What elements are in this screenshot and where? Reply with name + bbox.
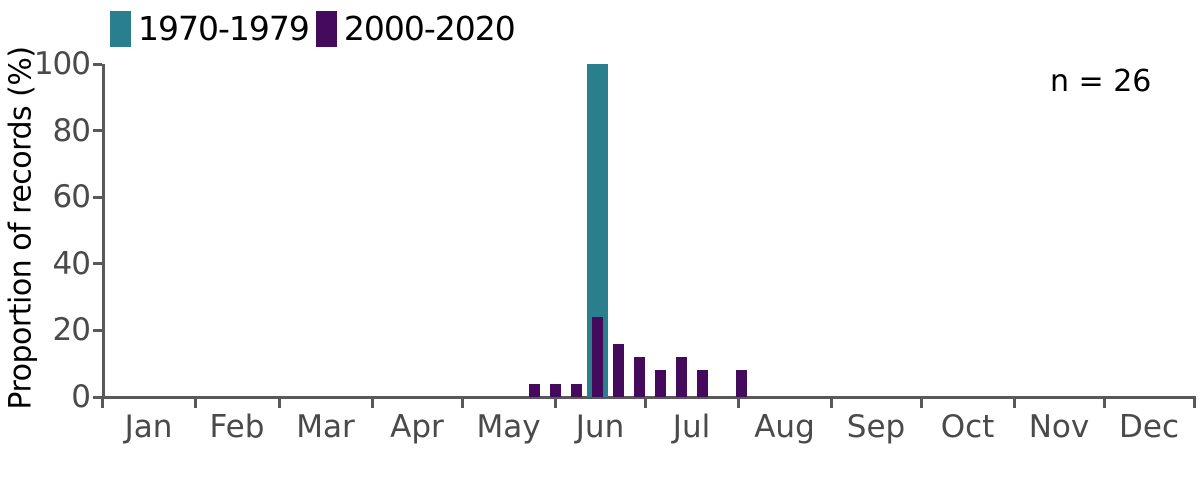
y-tick (93, 395, 102, 399)
y-tick-label: 20 (52, 312, 91, 349)
bar-2000-2020 (570, 383, 582, 397)
y-tick (93, 129, 102, 133)
chart-legend: 1970-1979 2000-2020 (110, 9, 522, 49)
x-month-label: Nov (1028, 409, 1090, 445)
x-month-label: Jan (124, 409, 173, 445)
x-month-label: Jul (672, 409, 711, 445)
x-tick (1192, 399, 1196, 408)
x-axis-line (101, 396, 1196, 399)
x-tick (193, 399, 197, 408)
x-month-label: May (476, 409, 541, 445)
y-tick (93, 262, 102, 266)
x-month-label: Sep (846, 409, 906, 445)
legend-swatch-2000-2020 (315, 11, 337, 47)
bar-2000-2020 (675, 357, 687, 397)
y-tick (93, 195, 102, 199)
y-tick (93, 62, 102, 66)
x-month-label: Mar (296, 409, 355, 445)
y-tick-label: 80 (52, 112, 91, 149)
y-tick (93, 328, 102, 332)
bar-2000-2020 (612, 343, 624, 397)
y-tick-label: 60 (52, 179, 91, 216)
bar-2000-2020 (528, 383, 540, 397)
x-month-label: Jun (575, 409, 625, 445)
y-axis-title: Proportion of records (%) (3, 46, 39, 410)
x-tick (1102, 399, 1106, 408)
bar-1970-1979 (586, 64, 608, 397)
x-month-label: Apr (390, 409, 444, 445)
x-tick (919, 399, 923, 408)
x-month-label: Feb (209, 409, 265, 445)
x-month-label: Dec (1119, 409, 1179, 445)
y-tick-label: 40 (52, 245, 91, 282)
legend-swatch-1970-1979 (110, 11, 131, 47)
x-tick (1012, 399, 1016, 408)
bar-2000-2020 (591, 317, 603, 397)
y-tick-label: 100 (33, 46, 91, 82)
x-tick (277, 399, 281, 408)
x-tick (829, 399, 833, 408)
x-month-label: Aug (754, 409, 815, 445)
bar-2000-2020 (735, 370, 747, 397)
y-tick-label: 0 (71, 379, 91, 415)
x-tick (736, 399, 740, 408)
legend-label-1970-1979: 1970-1979 (138, 9, 310, 48)
bar-2000-2020 (696, 370, 708, 397)
bar-2000-2020 (654, 370, 666, 397)
x-tick (553, 399, 557, 408)
x-tick (460, 399, 464, 408)
bar-2000-2020 (633, 357, 645, 397)
legend-label-2000-2020: 2000-2020 (343, 9, 516, 48)
x-tick (100, 399, 104, 408)
x-tick (370, 399, 374, 408)
bar-2000-2020 (549, 383, 561, 397)
x-month-label: Oct (940, 409, 995, 445)
sample-size-annotation: n = 26 (1050, 64, 1152, 99)
y-axis-line (101, 64, 105, 399)
x-tick (643, 399, 647, 408)
